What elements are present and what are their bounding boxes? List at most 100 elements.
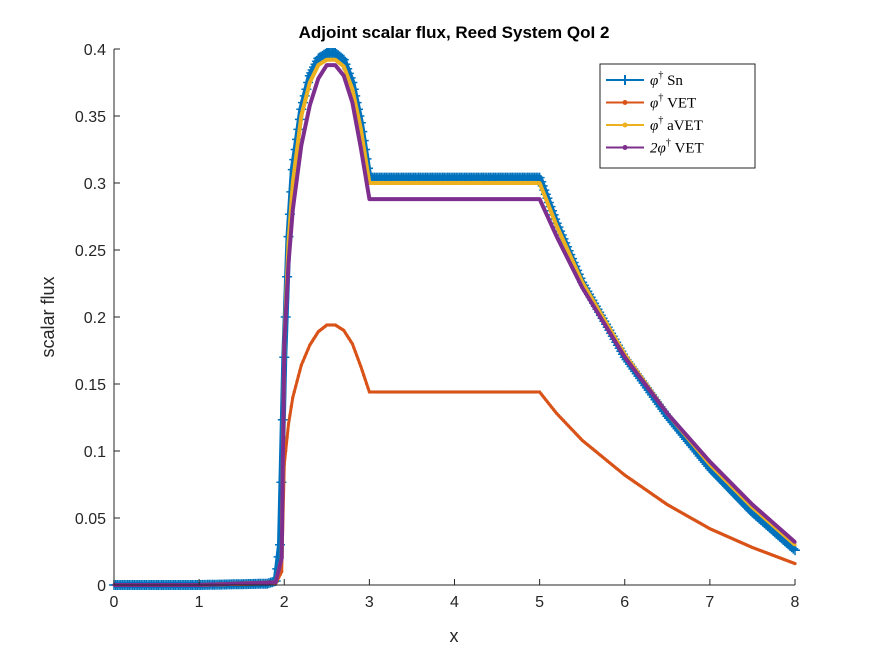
data-point [542,207,546,211]
x-tick-label: 0 [110,594,119,611]
data-point [360,136,364,140]
data-point [292,170,296,174]
data-point [292,197,296,201]
y-tick-label: 0.3 [84,176,106,193]
x-ticks: 0 1 2 3 4 5 6 7 8 [110,579,800,611]
y-tick-label: 0.2 [84,310,106,327]
y-tick-label: 0.4 [84,42,106,59]
data-point [635,371,639,375]
data-point [568,254,572,258]
data-point [352,108,356,112]
data-point [312,72,316,76]
data-point [541,204,545,208]
data-point [552,228,556,232]
data-point [556,238,561,242]
data-point [631,366,635,371]
data-point [349,83,353,87]
data-point [643,382,647,386]
data-point [612,338,617,343]
data-point [364,382,369,386]
data-point [299,114,303,118]
data-point [349,95,353,99]
data-point [538,197,542,201]
data-point [565,246,569,250]
data-point [585,294,589,298]
data-point [636,373,641,377]
x-tick-label: 3 [365,594,374,611]
y-tick-label: 0.25 [75,243,106,260]
data-point [648,389,652,393]
data-point [360,369,364,373]
data-point [357,361,361,365]
data-point [548,208,553,212]
data-point [353,349,357,353]
data-point [544,197,548,201]
data-point [633,369,637,373]
data-point [545,214,550,218]
data-point [301,359,305,363]
data-point [584,291,588,295]
data-point [618,347,622,351]
data-point [342,328,346,332]
legend-label: 2φ† VET [650,138,704,157]
data-point [306,111,310,115]
data-point [547,217,551,222]
data-point [357,121,361,125]
data-point [286,261,291,265]
data-point [606,327,610,331]
data-point [345,73,349,78]
data-point [280,570,284,574]
data-point [563,252,567,256]
data-point [296,136,300,140]
data-point [602,322,606,326]
data-point [366,386,370,390]
data-point [315,332,319,336]
data-point [555,224,559,228]
series-1 [112,323,797,587]
data-point [630,364,634,368]
data-point [298,154,302,158]
data-point [793,540,797,544]
data-point [309,78,313,82]
data-point [616,344,620,348]
data-point [589,299,593,304]
data-point [539,200,543,205]
data-point [578,282,583,286]
data-point [284,315,288,319]
data-point [355,353,359,357]
y-axis-label: scalar flux [38,276,58,357]
data-point [296,374,300,378]
legend-label: φ† Sn [650,70,683,89]
data-point [577,279,581,283]
x-tick-label: 6 [620,594,629,611]
legend-label: φ† VET [650,93,696,112]
data-point [347,90,351,94]
data-point [638,375,642,380]
data-point [793,543,797,547]
data-point [624,357,629,362]
data-point [611,336,615,340]
data-point [316,76,320,81]
data-point [621,352,625,356]
data-point [294,186,298,190]
data-point [660,405,664,409]
legend-marker [622,100,628,105]
data-point [304,94,308,98]
data-point [580,285,584,290]
data-point [628,362,632,366]
data-point [568,262,572,266]
data-point [653,396,658,400]
data-point [288,413,292,417]
data-point [291,208,295,212]
data-point [572,261,576,265]
data-point [343,79,348,83]
data-point [552,216,556,220]
legend-marker [620,75,630,85]
x-tick-label: 8 [791,594,800,611]
data-point [544,211,548,215]
data-point [315,81,319,85]
data-point [301,135,305,139]
data-point [570,258,574,262]
data-point [337,53,348,64]
legend-entry: 2φ† VET [606,138,704,157]
